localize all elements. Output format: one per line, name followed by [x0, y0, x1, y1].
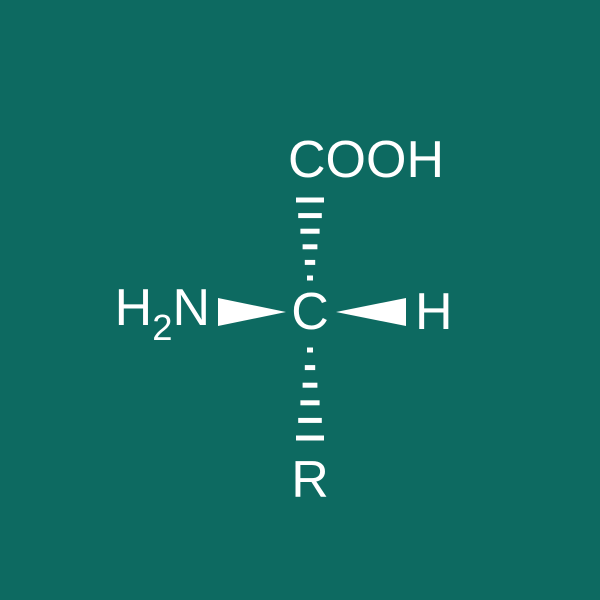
bond-right: [0, 0, 600, 600]
chemical-structure: CCOOHRH2NH: [0, 0, 600, 600]
